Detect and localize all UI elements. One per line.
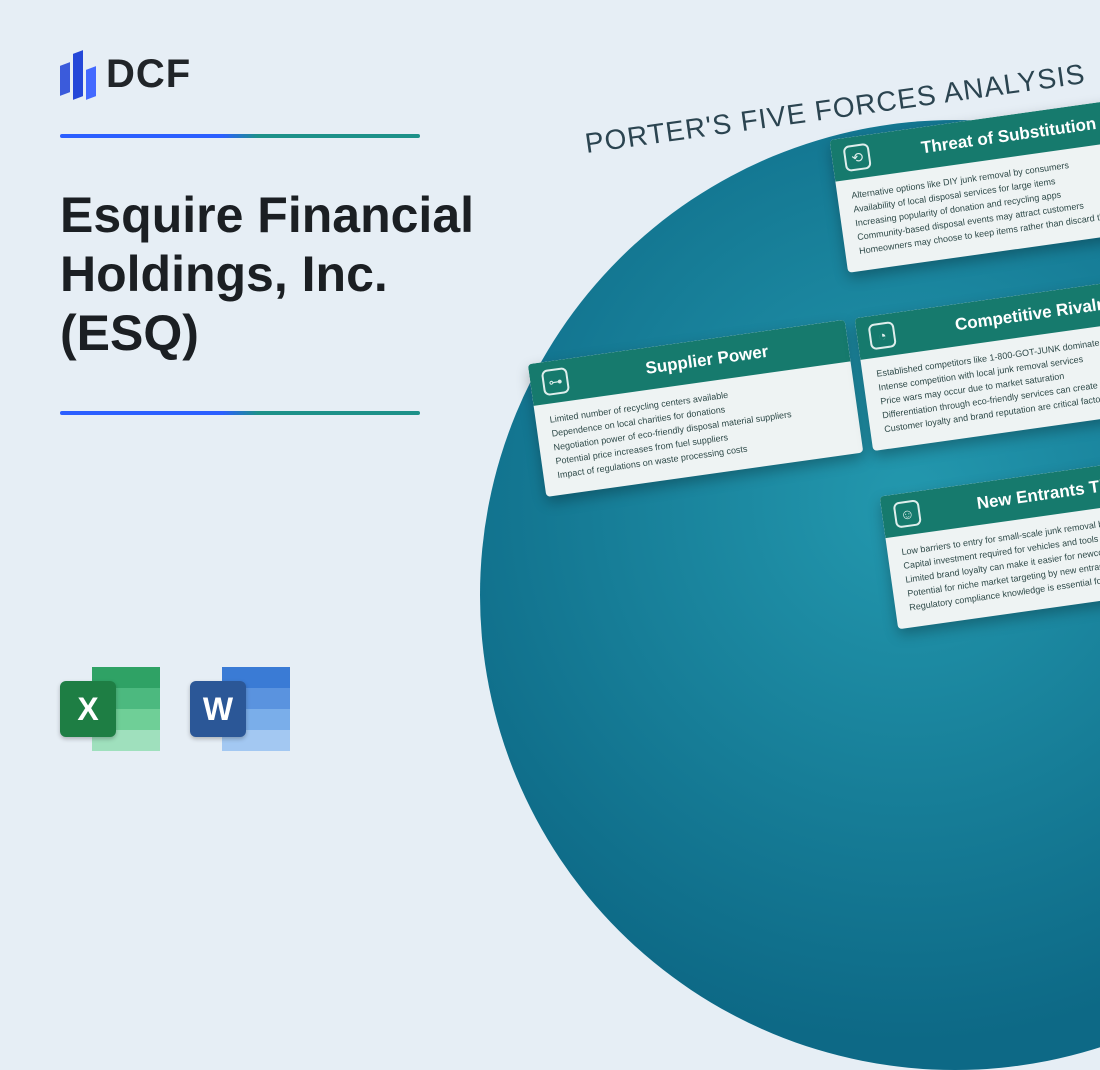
excel-badge: X bbox=[60, 681, 116, 737]
person-icon: ☺ bbox=[893, 499, 922, 528]
divider-bottom bbox=[60, 411, 420, 415]
logo-bars-icon bbox=[60, 50, 96, 98]
card-rivalry: ◔ Competitive Rivalry Established compet… bbox=[855, 274, 1100, 451]
forces-panel: PORTER'S FIVE FORCES ANALYSIS ⟲ Threat o… bbox=[526, 50, 1100, 796]
excel-icon: X bbox=[60, 663, 160, 755]
pie-icon: ◔ bbox=[868, 321, 897, 350]
divider-top bbox=[60, 134, 420, 138]
refresh-icon: ⟲ bbox=[843, 143, 872, 172]
card-supplier: ⊶ Supplier Power Limited number of recyc… bbox=[528, 320, 864, 497]
card-new-entrants: ☺ New Entrants Threat Low barriers to en… bbox=[880, 452, 1100, 629]
word-badge: W bbox=[190, 681, 246, 737]
app-icons-row: X W bbox=[60, 663, 290, 755]
page-title: Esquire Financial Holdings, Inc. (ESQ) bbox=[60, 186, 520, 363]
key-icon: ⊶ bbox=[541, 367, 570, 396]
card-substitution: ⟲ Threat of Substitution Alternative opt… bbox=[830, 96, 1100, 273]
word-icon: W bbox=[190, 663, 290, 755]
logo-text: DCF bbox=[106, 52, 191, 97]
